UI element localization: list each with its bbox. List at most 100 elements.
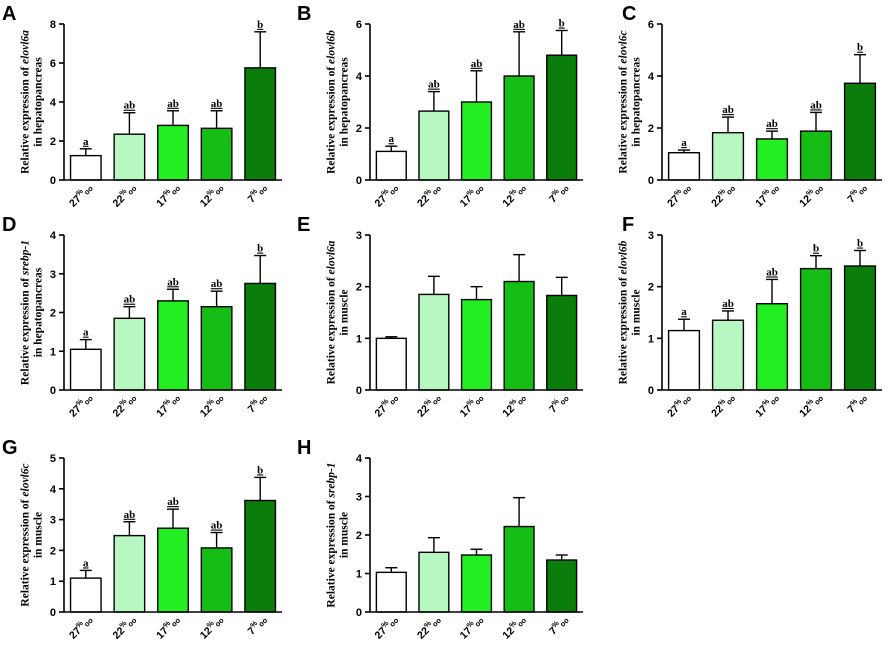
x-tick-permille-sign: % (117, 618, 128, 629)
y-tick-label: 1 (50, 346, 56, 358)
x-tick-label: 27%oo (371, 612, 401, 642)
significance-letter: b (257, 243, 263, 255)
significance-letter: ab (124, 100, 136, 112)
bar-f-3 (755, 303, 789, 391)
x-tick-permille-sub: oo (515, 183, 528, 196)
x-tick-permille-sign: % (74, 618, 85, 629)
x-tick-permille-sub: oo (213, 393, 226, 406)
x-tick-permille-sign: % (848, 186, 859, 197)
y-axis-label-gene: srebp-1 (325, 462, 337, 498)
x-tick-label: 27%oo (66, 390, 96, 420)
x-tick-label: 27%oo (66, 612, 96, 642)
y-tick-label: 4 (356, 453, 363, 465)
y-axis-label-prefix: Relative expression of (19, 64, 31, 174)
y-axis-label-tissue: in muscle (339, 289, 351, 335)
bar-a-4 (200, 127, 233, 181)
x-tick-permille-sign: % (422, 618, 433, 629)
y-tick-label: 0 (356, 607, 362, 619)
y-axis-label-tissue: in muscle (339, 512, 351, 558)
bar-d-4 (200, 305, 233, 391)
x-tick-permille-sign: % (248, 396, 259, 407)
x-tick-permille-sign: % (422, 396, 433, 407)
y-axis-label-gene: elovl6c (617, 30, 629, 63)
bar-e-4 (503, 280, 535, 391)
bar-b-1 (375, 150, 407, 181)
x-tick-label: 7%oo (546, 612, 572, 638)
x-tick-permille-sub: oo (558, 183, 571, 196)
y-axis-label-gene: elovl6a (325, 240, 337, 274)
x-tick-label: 27%oo (66, 180, 96, 210)
x-tick-permille-sign: % (804, 396, 815, 407)
x-tick-permille-sub: oo (812, 183, 825, 196)
bar-e-3 (460, 298, 493, 391)
y-tick-label: 0 (356, 175, 362, 187)
x-tick-permille-sub: oo (768, 393, 781, 406)
x-tick-permille-sign: % (379, 186, 390, 197)
x-tick-permille-sub: oo (812, 393, 825, 406)
x-tick-permille-sub: oo (515, 393, 528, 406)
x-tick-label: 17%oo (752, 180, 782, 210)
significance-letter: ab (766, 266, 778, 278)
x-tick-permille-sub: oo (856, 393, 869, 406)
significance-letter: ab (722, 104, 734, 116)
y-tick-label: 3 (648, 230, 654, 242)
y-tick-label: 0 (50, 607, 56, 619)
x-tick-permille-sub: oo (169, 393, 182, 406)
significance-letter: b (257, 19, 263, 31)
bar-b-5 (546, 54, 578, 181)
y-tick-label: 5 (50, 453, 56, 465)
x-tick-label: 22%oo (109, 390, 139, 420)
x-tick-permille-sign: % (716, 396, 727, 407)
y-axis-label-tissue: in hepatopancreas (339, 57, 351, 147)
x-tick-permille-sub: oo (126, 393, 139, 406)
significance-letter: a (83, 557, 89, 569)
significance-letter: ab (167, 98, 179, 110)
y-tick-label: 1 (356, 569, 362, 581)
bar-d-5 (244, 282, 277, 391)
bar-e-2 (418, 293, 450, 391)
y-axis-label-tissue: in muscle (631, 289, 643, 335)
x-tick-permille-sub: oo (430, 615, 443, 628)
significance-letter: ab (124, 509, 136, 521)
significance-letter: b (857, 238, 863, 250)
y-axis-label-e: Relative expression of elovl6a in muscle (325, 240, 350, 384)
x-tick-permille-sign: % (161, 396, 172, 407)
x-tick-permille-sign: % (422, 186, 433, 197)
x-tick-permille-sign: % (672, 396, 683, 407)
x-tick-permille-sub: oo (430, 183, 443, 196)
x-tick-label: 27%oo (664, 180, 694, 210)
panel-label-h: H (297, 437, 311, 459)
bar-f-1 (667, 329, 701, 391)
x-tick-permille-sub: oo (388, 615, 401, 628)
x-tick-label: 22%oo (414, 180, 444, 210)
x-tick-label: 17%oo (456, 390, 486, 420)
significance-letter: b (857, 42, 863, 54)
x-tick-permille-sub: oo (126, 615, 139, 628)
y-tick-label: 2 (356, 282, 362, 294)
chart-panel-e: E Relative expression of elovl6a in muscle… (297, 214, 583, 420)
y-tick-label: 4 (50, 484, 57, 496)
significance-letter: ab (722, 298, 734, 310)
y-tick-label: 0 (648, 385, 654, 397)
y-tick-label: 3 (50, 515, 56, 527)
bar-e-5 (546, 294, 578, 391)
x-tick-label: 7%oo (844, 390, 870, 416)
x-tick-permille-sign: % (804, 186, 815, 197)
x-tick-permille-sign: % (465, 618, 476, 629)
bar-h-2 (418, 551, 450, 613)
significance-letter: ab (810, 99, 822, 111)
y-tick-label: 0 (50, 175, 56, 187)
x-tick-permille-sub: oo (256, 615, 269, 628)
bar-g-5 (244, 499, 277, 613)
x-tick-label: 7%oo (244, 180, 270, 206)
y-axis-label-prefix: Relative expression of (19, 497, 31, 607)
panel-label-b: B (297, 3, 311, 25)
significance-letter: b (257, 464, 263, 476)
x-tick-permille-sub: oo (213, 615, 226, 628)
y-axis-label-a: Relative expression of elovl6ain hepatop… (19, 30, 44, 174)
y-axis-label-tissue: in hepatopancreas (33, 57, 45, 147)
y-tick-label: 0 (648, 175, 654, 187)
x-tick-permille-sign: % (117, 186, 128, 197)
x-tick-permille-sign: % (672, 186, 683, 197)
x-tick-label: 17%oo (456, 612, 486, 642)
